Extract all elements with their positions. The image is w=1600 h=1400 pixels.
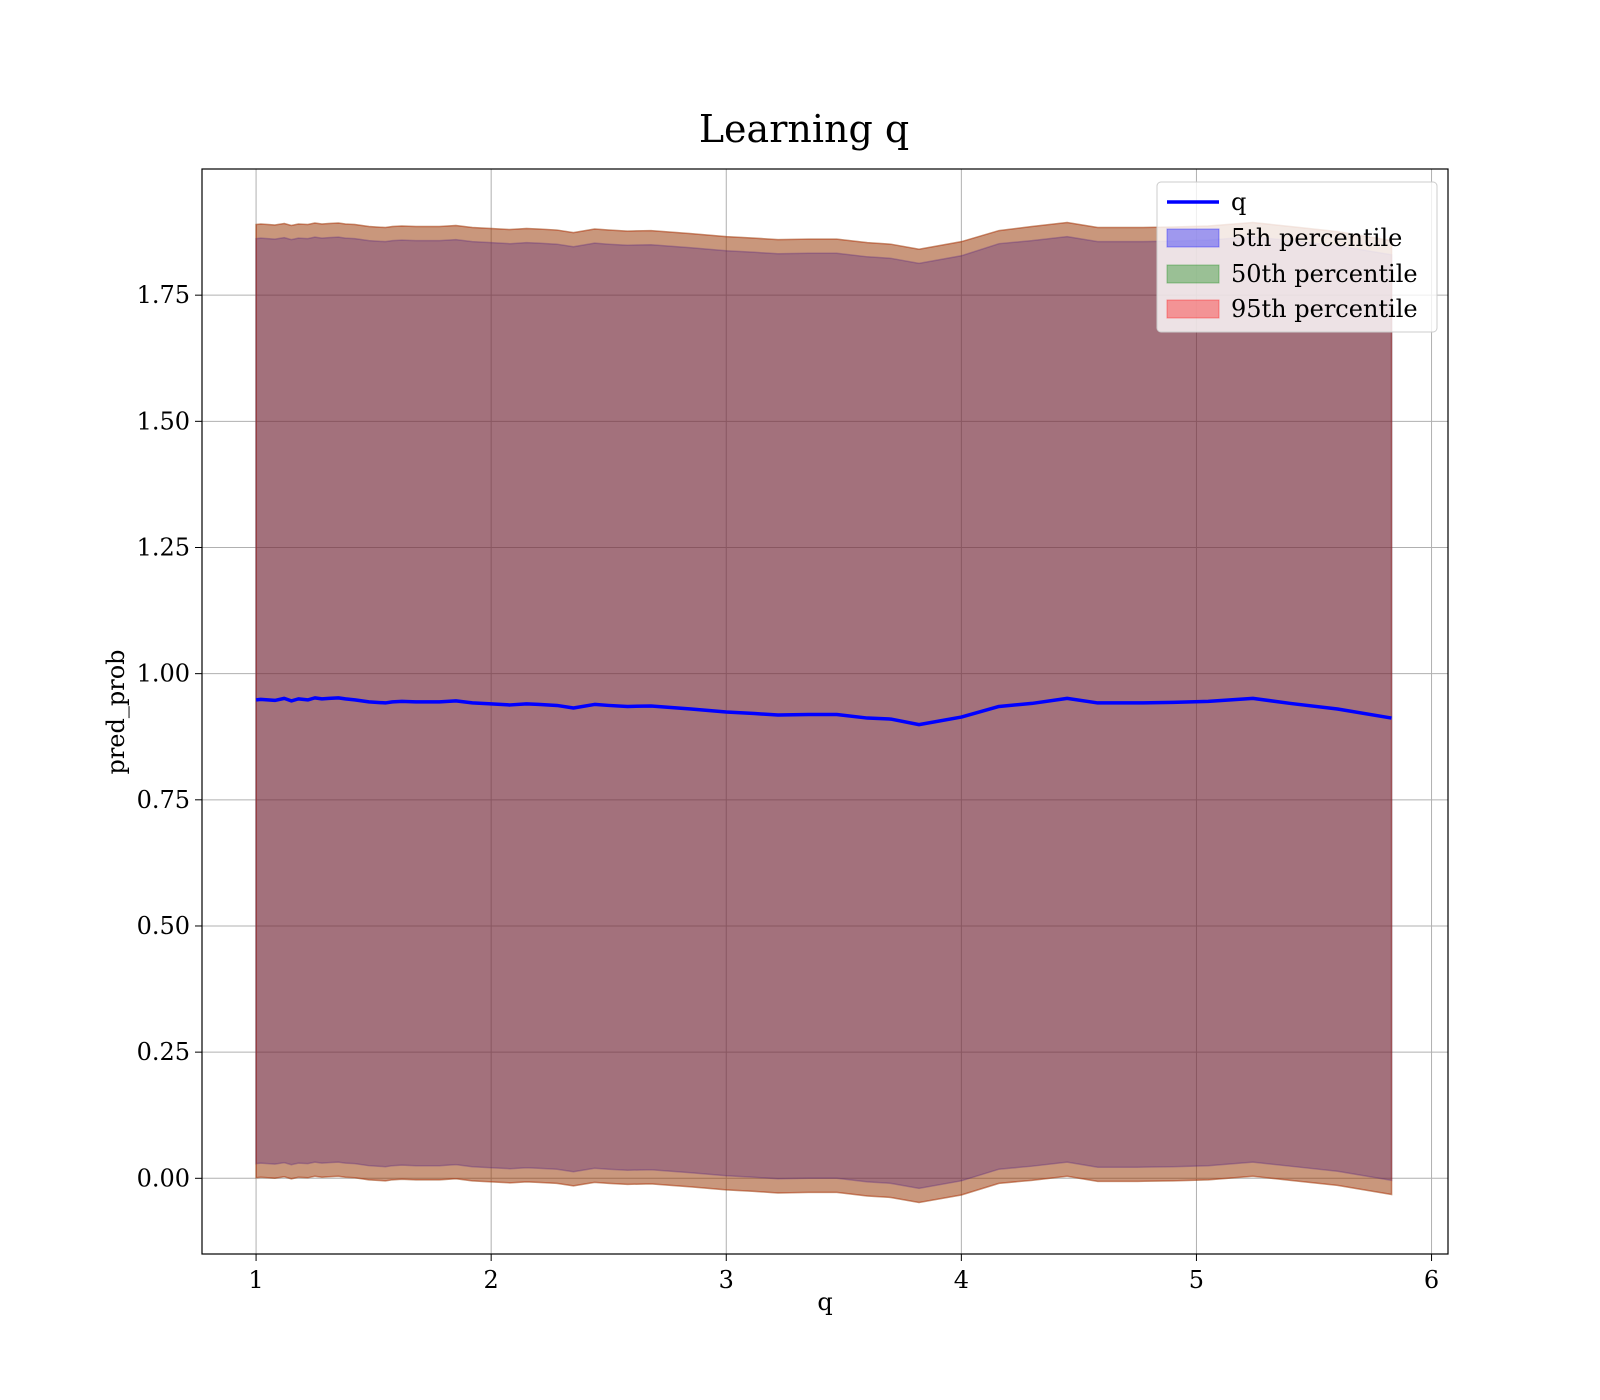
chart-title: Learning q (699, 107, 909, 151)
band-5th-percentile (255, 235, 1393, 1190)
legend-swatch-50th (1166, 264, 1220, 284)
x-tick-label: 2 (484, 1266, 499, 1294)
x-tick-label: 5 (1189, 1266, 1204, 1294)
y-tick-label: 0.00 (137, 1164, 190, 1192)
percentile-bands (255, 221, 1393, 1204)
legend-label: 95th percentile (1231, 295, 1418, 323)
x-tick-label: 6 (1424, 1266, 1439, 1294)
y-axis-label: pred_prob (102, 649, 130, 774)
band-50th-percentile (255, 221, 1393, 1204)
legend-box (1156, 181, 1438, 333)
q-line-layer (255, 696, 1392, 727)
y-tick-label: 0.75 (137, 786, 190, 814)
legend-label: 5th percentile (1231, 224, 1402, 252)
x-axis-label: q (817, 1288, 832, 1316)
legend-swatch-5th (1166, 228, 1220, 248)
plot-frame (201, 168, 1449, 1255)
legend-swatch-95th (1166, 299, 1220, 319)
y-tick-label: 0.50 (137, 912, 190, 940)
y-tick-label: 1.25 (137, 533, 190, 561)
legend-label: 50th percentile (1231, 260, 1418, 288)
q-line (255, 696, 1392, 727)
y-tick-label: 1.00 (137, 660, 190, 688)
y-axis: 0.00 0.25 0.50 0.75 1.00 1.25 1.50 1.75 (137, 281, 202, 1192)
x-tick-label: 3 (719, 1266, 734, 1294)
y-tick-label: 1.50 (137, 407, 190, 435)
legend: q 5th percentile 50th percentile 95th perce… (1156, 181, 1438, 333)
x-tick-label: 4 (954, 1266, 969, 1294)
legend-label: q (1231, 188, 1246, 216)
x-axis: 1 2 3 4 5 6 (248, 1254, 1439, 1294)
y-tick-label: 1.75 (137, 281, 190, 309)
band-95th-percentile (255, 221, 1393, 1204)
x-tick-label: 1 (248, 1266, 263, 1294)
y-tick-label: 0.25 (137, 1038, 190, 1066)
